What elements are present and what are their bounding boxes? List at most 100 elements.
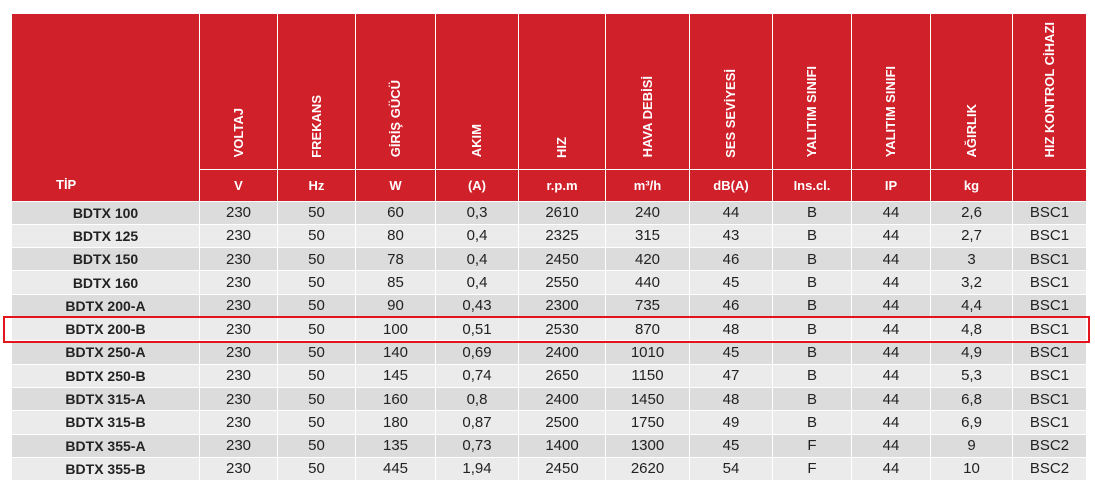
table-cell: 230 [199, 293, 278, 319]
table-row: BDTX 250-B 230 50 145 0,74 2650 1150 47 B 44 5,3 BS… [11, 363, 1087, 388]
table-cell: 44 [851, 386, 931, 412]
sound-level-unit: dB(A) [689, 168, 773, 202]
speed-controller-unit [1012, 168, 1087, 202]
table-cell: 135 [355, 433, 436, 458]
table-cell: 45 [689, 270, 773, 295]
table-cell: BSC1 [1012, 386, 1087, 412]
table-cell: 9 [930, 433, 1013, 458]
table-cell: 45 [689, 433, 773, 458]
insulation-class-header: YALITIM SINIFI [772, 13, 852, 170]
table-cell: 48 [689, 386, 773, 412]
speed-controller-header: HIZ KONTROL CİHAZI [1012, 13, 1087, 170]
air-flow-header: HAVA DEBİSİ [605, 13, 690, 170]
table-cell: 445 [355, 456, 436, 481]
table-cell: 2450 [518, 247, 606, 272]
table-cell: 1010 [605, 340, 690, 365]
table-cell: 0,74 [435, 363, 519, 388]
insulation-ip-header: YALITIM SINIFI [851, 13, 931, 170]
table-cell: 44 [851, 433, 931, 458]
insulation-class-unit: Ins.cl. [772, 168, 852, 202]
table-cell: 1,94 [435, 456, 519, 481]
table-cell: 100 [355, 317, 436, 342]
table-cell: 6,8 [930, 386, 1013, 412]
table-cell: 440 [605, 270, 690, 295]
frequency-header: FREKANS [277, 13, 356, 170]
table-cell: BSC1 [1012, 340, 1087, 365]
table-cell: 230 [199, 270, 278, 295]
table-cell: BSC2 [1012, 433, 1087, 458]
table-row: BDTX 150 230 50 78 0,4 2450 420 46 B 44 3 BSC1 [11, 247, 1087, 272]
table-row: BDTX 355-A 230 50 135 0,73 1400 1300 45 F 44 9 BSC2 [11, 433, 1087, 458]
table-cell: 145 [355, 363, 436, 388]
table-cell: B [772, 293, 852, 319]
table-cell: 50 [277, 247, 356, 272]
table-cell: B [772, 223, 852, 249]
table-cell: 0,43 [435, 293, 519, 319]
header-name-row: TİP VOLTAJ FREKANS GİRİŞ GÜCÜ AKIM HIZ H… [11, 13, 1087, 202]
table-cell: BSC1 [1012, 247, 1087, 272]
table-cell: 10 [930, 456, 1013, 481]
table-cell: 90 [355, 293, 436, 319]
table-cell: 2500 [518, 410, 606, 435]
tip-cell: BDTX 250-B [11, 363, 200, 388]
table-cell: BSC1 [1012, 293, 1087, 319]
table-cell: B [772, 386, 852, 412]
table-cell: 47 [689, 363, 773, 388]
table-cell: 50 [277, 410, 356, 435]
table-cell: B [772, 410, 852, 435]
table-cell: B [772, 317, 852, 342]
table-cell: B [772, 340, 852, 365]
table-cell: B [772, 247, 852, 272]
table-cell: 44 [851, 456, 931, 481]
table-cell: 1150 [605, 363, 690, 388]
table-cell: 2610 [518, 200, 606, 225]
table-cell: 49 [689, 410, 773, 435]
table-cell: 0,3 [435, 200, 519, 225]
table-cell: 3 [930, 247, 1013, 272]
table-cell: 230 [199, 223, 278, 249]
table-cell: 230 [199, 410, 278, 435]
table-cell: BSC1 [1012, 200, 1087, 225]
table-cell: BSC1 [1012, 317, 1087, 342]
table-cell: 44 [851, 223, 931, 249]
table-cell: 230 [199, 340, 278, 365]
table-cell: 2325 [518, 223, 606, 249]
table-cell: 44 [851, 410, 931, 435]
table-cell: 230 [199, 247, 278, 272]
table-cell: 4,4 [930, 293, 1013, 319]
table-cell: 45 [689, 340, 773, 365]
table-cell: 78 [355, 247, 436, 272]
table-row: BDTX 160 230 50 85 0,4 2550 440 45 B 44 3,2 BSC1 [11, 270, 1087, 295]
tip-cell: BDTX 315-A [11, 386, 200, 412]
table-cell: 230 [199, 433, 278, 458]
table-cell: 0,69 [435, 340, 519, 365]
table-cell: 2530 [518, 317, 606, 342]
table-cell: 50 [277, 340, 356, 365]
sound-level-header: SES SEVİYESİ [689, 13, 773, 170]
tip-cell: BDTX 125 [11, 223, 200, 249]
table-cell: 0,4 [435, 223, 519, 249]
table-row: BDTX 355-B 230 50 445 1,94 2450 2620 54 F 44 10 BSC… [11, 456, 1087, 481]
table-cell: 240 [605, 200, 690, 225]
table-cell: 44 [851, 317, 931, 342]
table-row: BDTX 200-A 230 50 90 0,43 2300 735 46 B 44 4,4 BSC1 [11, 293, 1087, 319]
table-cell: 43 [689, 223, 773, 249]
table-cell: 1750 [605, 410, 690, 435]
table-cell: 4,9 [930, 340, 1013, 365]
table-cell: 2620 [605, 456, 690, 481]
table-cell: 0,73 [435, 433, 519, 458]
table-row: BDTX 315-A 230 50 160 0,8 2400 1450 48 B 44 6,8 BSC… [11, 386, 1087, 412]
tip-cell: BDTX 200-A [11, 293, 200, 319]
table-cell: 50 [277, 386, 356, 412]
table-cell: BSC1 [1012, 270, 1087, 295]
table-cell: 54 [689, 456, 773, 481]
table-cell: BSC1 [1012, 410, 1087, 435]
table-cell: 50 [277, 456, 356, 481]
air-flow-unit: m³/h [605, 168, 690, 202]
tip-cell: BDTX 355-A [11, 433, 200, 458]
table-row: BDTX 250-A 230 50 140 0,69 2400 1010 45 B 44 4,9 BS… [11, 340, 1087, 365]
tip-cell: BDTX 200-B [11, 317, 200, 342]
tip-cell: BDTX 160 [11, 270, 200, 295]
table-cell: 2400 [518, 340, 606, 365]
table-cell: 2400 [518, 386, 606, 412]
